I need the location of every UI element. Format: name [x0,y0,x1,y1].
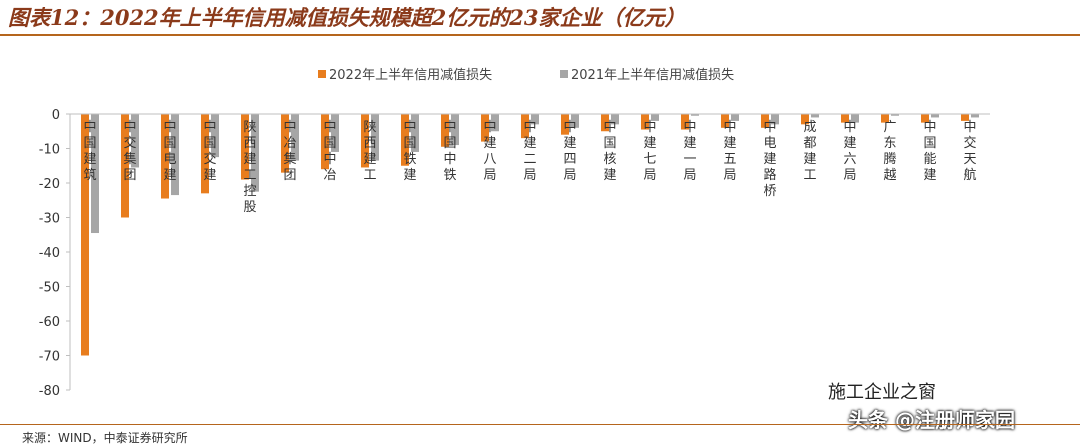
bar-2022-17 [721,114,729,128]
bar-2022-21 [881,114,889,123]
category-label: 中电建路桥 [763,120,776,199]
bar-2021-2 [131,114,139,168]
bar-2022-3 [161,114,169,199]
legend-swatch-2 [560,70,568,78]
bar-2021-4 [211,114,219,158]
category-label: 中冶集团 [283,120,296,183]
bars [70,113,990,356]
bar-2021-11 [491,114,499,132]
bar-2021-6 [291,114,299,161]
bar-2022-15 [641,114,649,130]
category-label: 中建五局 [723,120,736,183]
source-bar: 来源：WIND，中泰证券研究所 [0,424,1080,447]
y-tick-label: -10 [39,143,60,158]
bar-2021-1 [91,114,99,234]
bar-2022-2 [121,114,129,218]
bar-2022-10 [441,114,449,147]
category-label: 中建八局 [483,120,496,183]
category-label: 陕西建工控股 [243,120,256,215]
category-label: 广东腾越 [883,120,896,183]
bar-2022-8 [361,114,369,168]
page-title: 图表12：2022年上半年信用减值损失规模超2亿元的23家企业（亿元） [8,5,686,30]
bar-2022-14 [601,114,609,132]
y-tick-label: -70 [39,350,60,365]
category-label: 中国能建 [923,120,936,183]
source-note: 来源：WIND，中泰证券研究所 [22,431,188,445]
bar-2021-17 [731,114,739,121]
category-label: 中建七局 [643,120,656,183]
bar-2021-3 [171,114,179,196]
y-tick-label: -80 [39,384,60,399]
bar-2021-14 [611,114,619,125]
category-labels: 中国建筑 中交集团 中国电建 中国交建 陕西建工控股 中冶集团 中国中冶 陕西建工 中国铁建 中国… [83,120,976,215]
y-tick-label: -20 [39,177,60,192]
bar-2021-20 [851,114,859,123]
category-label: 中国中冶 [323,120,336,183]
watermark-text: 施工企业之窗 [828,382,936,403]
chart-legend: 2022年上半年信用减值损失 2021年上半年信用减值损失 [318,67,734,83]
bar-2021-23 [971,114,979,118]
bar-2022-1 [81,114,89,356]
bar-2021-15 [651,114,659,121]
bar-2021-10 [451,114,459,146]
bar-2022-5 [241,114,249,180]
category-label: 中国交建 [203,120,216,183]
category-label: 中国建筑 [83,120,96,183]
bar-2022-23 [961,114,969,121]
category-label: 中国中铁 [443,120,456,183]
bar-2022-22 [921,114,929,123]
bar-2021-13 [571,114,579,128]
bar-2022-7 [321,114,329,170]
category-label: 中建四局 [563,120,576,183]
bar-2021-8 [371,114,379,161]
legend-label-1: 2022年上半年信用减值损失 [329,67,492,83]
category-label: 陕西建工 [363,120,376,183]
bar-2022-20 [841,114,849,123]
bar-2022-11 [481,114,489,142]
bar-2021-21 [891,114,899,116]
category-label: 中建六局 [843,120,856,183]
bar-2022-12 [521,114,529,139]
title-bar: 图表12：2022年上半年信用减值损失规模超2亿元的23家企业（亿元） [0,0,1080,36]
category-label: 中国铁建 [403,120,416,183]
bar-2021-12 [531,114,539,125]
y-tick-label: -60 [39,315,60,330]
legend-swatch-1 [318,70,326,78]
legend-label-2: 2021年上半年信用减值损失 [571,67,734,83]
category-label: 中国电建 [163,120,176,183]
bar-2021-18 [771,114,779,125]
bar-2021-9 [411,114,419,152]
y-tick-label: 0 [52,108,60,123]
bar-2021-16 [691,114,699,116]
bar-2021-19 [811,114,819,118]
category-label: 中交天航 [963,120,976,183]
bar-2022-16 [681,114,689,130]
bar-2021-22 [931,114,939,118]
y-tick-label: -50 [39,281,60,296]
category-label: 中国核建 [603,120,616,183]
category-label: 中交集团 [123,120,136,183]
bar-2022-19 [801,114,809,125]
bar-2022-6 [281,114,289,173]
bar-2021-5 [251,114,259,192]
category-label: 中建二局 [523,120,536,183]
bar-2022-18 [761,114,769,128]
bar-2021-7 [331,114,339,152]
bar-2022-4 [201,114,209,194]
y-axis: 0 -10 -20 -30 -40 -50 -60 -70 -80 [39,108,71,399]
bar-chart: 2022年上半年信用减值损失 2021年上半年信用减值损失 0 -10 -20 -30 -… [39,67,990,399]
bar-2022-9 [401,114,409,166]
y-tick-label: -40 [39,246,60,261]
category-label: 中建一局 [683,120,696,183]
category-label: 成都建工 [803,120,816,183]
watermark-credit: 头条 @注册师家园 [848,408,1015,432]
bar-2022-13 [561,114,569,135]
y-tick-label: -30 [39,212,60,227]
